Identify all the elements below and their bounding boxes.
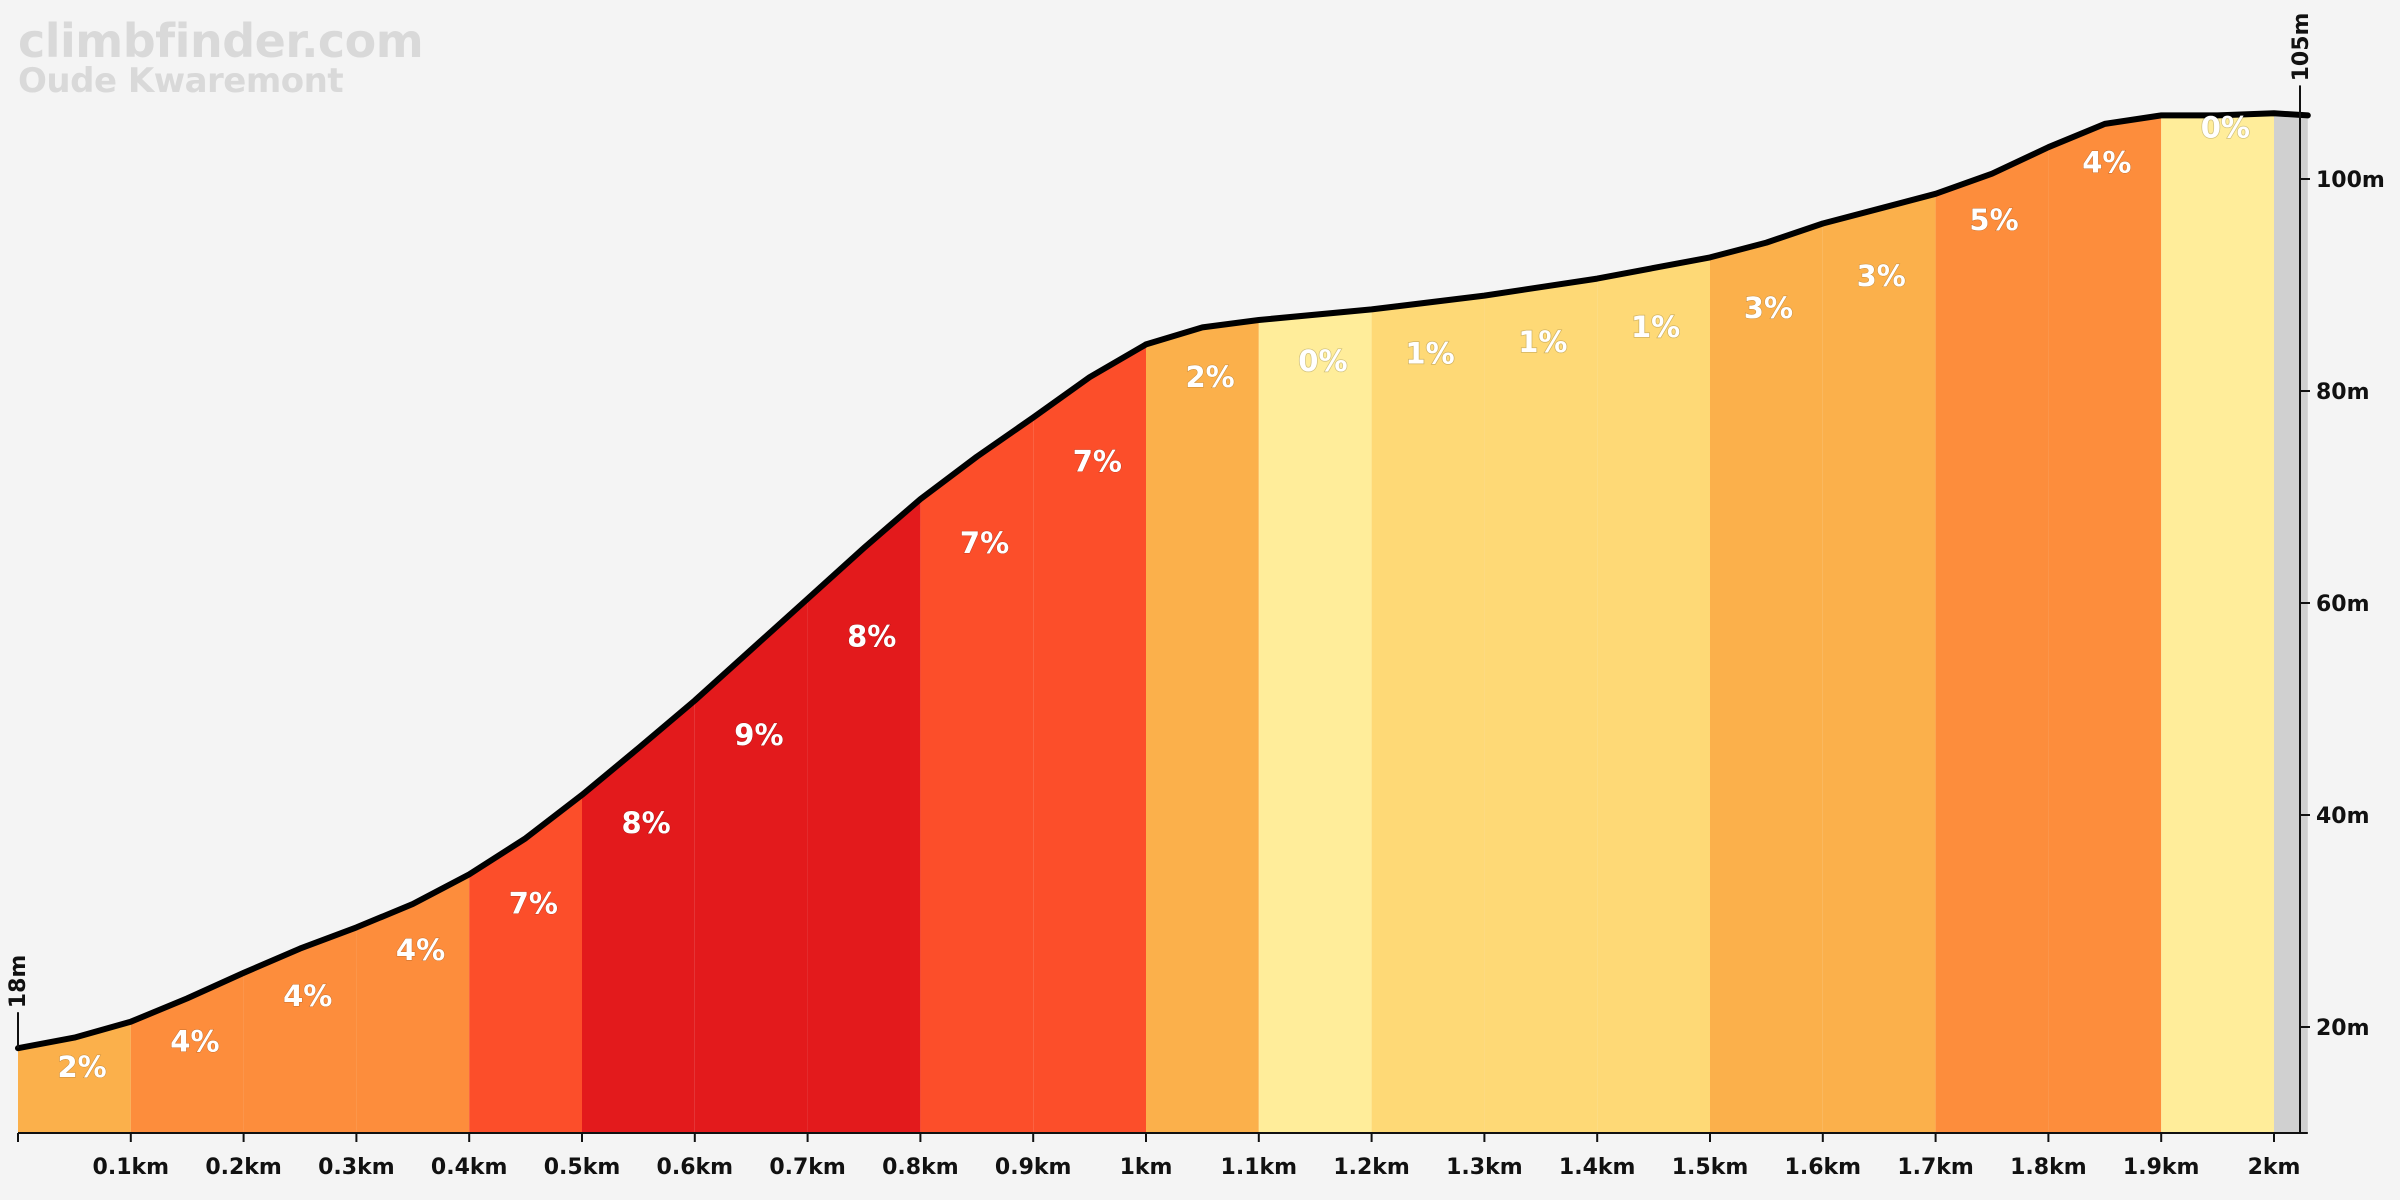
- grade-segments: [18, 113, 2308, 1134]
- grade-segment-11: [1258, 309, 1372, 1133]
- y-tick-label-0: 20m: [2316, 1016, 2370, 1041]
- grade-segment-16: [1822, 193, 1936, 1134]
- grade-segment-14: [1597, 257, 1710, 1133]
- x-tick-label-17: 1.8km: [2010, 1155, 2087, 1180]
- grade-labels: 2% 4% 4% 4% 7% 8% 9% 8% 7% 7% 2% 0% 1% 1% 1% 3% 3% 5% 4% 0%: [57, 110, 2251, 1084]
- grade-segment-18: [2048, 115, 2162, 1133]
- x-tick-label-12: 1.3km: [1446, 1155, 1523, 1180]
- x-axis: 0.1km 0.2km 0.3km 0.4km 0.5km 0.6km 0.7km 0.8km…: [17, 1132, 2308, 1180]
- grade-label-1: 4%: [170, 1024, 219, 1058]
- x-tick-label-4: 0.5km: [544, 1155, 621, 1180]
- grade-segment-10: [1146, 320, 1259, 1133]
- grade-label-2: 4%: [283, 979, 332, 1013]
- x-tick-label-18: 1.9km: [2123, 1155, 2200, 1180]
- grade-label-3: 4%: [396, 933, 445, 967]
- grade-segment-6: [694, 598, 808, 1133]
- grade-label-13: 1%: [1518, 325, 1567, 359]
- endpoint-markers: 18m 105m: [6, 13, 2314, 1049]
- grade-segment-8: [920, 417, 1034, 1133]
- grade-segment-3: [356, 874, 470, 1133]
- x-tick-label-6: 0.7km: [769, 1155, 846, 1180]
- grade-segment-20: [2274, 113, 2308, 1134]
- grade-label-19: 0%: [2201, 111, 2250, 145]
- grade-segment-9: [1033, 344, 1146, 1133]
- x-tick-label-9: 1km: [1120, 1155, 1173, 1180]
- grade-segment-17: [1935, 147, 2049, 1133]
- climb-name-watermark: Oude Kwaremont: [18, 61, 344, 101]
- y-tick-label-4: 100m: [2316, 168, 2385, 193]
- grade-label-12: 1%: [1405, 336, 1454, 370]
- start-elevation-label: 18m: [6, 955, 31, 1009]
- profile-line-group: [15, 110, 2311, 1052]
- x-tick-label-1: 0.2km: [205, 1155, 282, 1180]
- grade-label-14: 1%: [1631, 310, 1680, 344]
- grade-label-16: 3%: [1857, 259, 1906, 293]
- x-tick-label-19: 2km: [2248, 1155, 2301, 1180]
- x-tick-label-16: 1.7km: [1897, 1155, 1974, 1180]
- x-tick-label-13: 1.4km: [1559, 1155, 1636, 1180]
- grade-label-11: 0%: [1298, 344, 1347, 378]
- grade-label-6: 9%: [734, 718, 783, 752]
- grade-segment-7: [807, 499, 921, 1134]
- end-elevation-label: 105m: [2289, 13, 2314, 82]
- grade-segment-13: [1484, 278, 1598, 1134]
- grade-label-15: 3%: [1744, 291, 1793, 325]
- grade-label-9: 7%: [1073, 445, 1122, 479]
- grade-segment-12: [1371, 295, 1485, 1134]
- x-tick-label-15: 1.6km: [1785, 1155, 1862, 1180]
- grade-segment-5: [582, 700, 695, 1133]
- y-axis: 20m 40m 60m 80m 100m: [2299, 113, 2385, 1133]
- x-tick-label-5: 0.6km: [657, 1155, 734, 1180]
- grade-segment-0: [18, 1021, 131, 1133]
- y-tick-label-1: 40m: [2316, 804, 2370, 829]
- x-tick-label-11: 1.2km: [1333, 1155, 1410, 1180]
- y-tick-label-2: 60m: [2316, 592, 2370, 617]
- site-watermark: climbfinder.com: [18, 14, 424, 68]
- grade-segment-15: [1710, 223, 1823, 1133]
- grade-label-17: 5%: [1969, 203, 2018, 237]
- y-tick-label-3: 80m: [2316, 380, 2370, 405]
- grade-label-4: 7%: [509, 887, 558, 921]
- grade-label-10: 2%: [1186, 360, 1235, 394]
- x-tick-label-2: 0.3km: [318, 1155, 395, 1180]
- grade-label-18: 4%: [2082, 146, 2131, 180]
- x-tick-label-14: 1.5km: [1672, 1155, 1749, 1180]
- x-tick-label-8: 0.9km: [995, 1155, 1072, 1180]
- grade-label-5: 8%: [622, 806, 671, 840]
- grade-label-7: 8%: [847, 620, 896, 654]
- grade-label-0: 2%: [58, 1050, 107, 1084]
- x-tick-label-7: 0.8km: [882, 1155, 959, 1180]
- grade-segment-19: [2161, 113, 2274, 1134]
- x-tick-label-0: 0.1km: [93, 1155, 170, 1180]
- grade-label-8: 7%: [960, 526, 1009, 560]
- x-tick-label-3: 0.4km: [431, 1155, 508, 1180]
- x-tick-label-10: 1.1km: [1221, 1155, 1298, 1180]
- profile-line: [15, 110, 2311, 1052]
- grade-segment-2: [243, 927, 357, 1133]
- grade-segment-4: [469, 794, 582, 1133]
